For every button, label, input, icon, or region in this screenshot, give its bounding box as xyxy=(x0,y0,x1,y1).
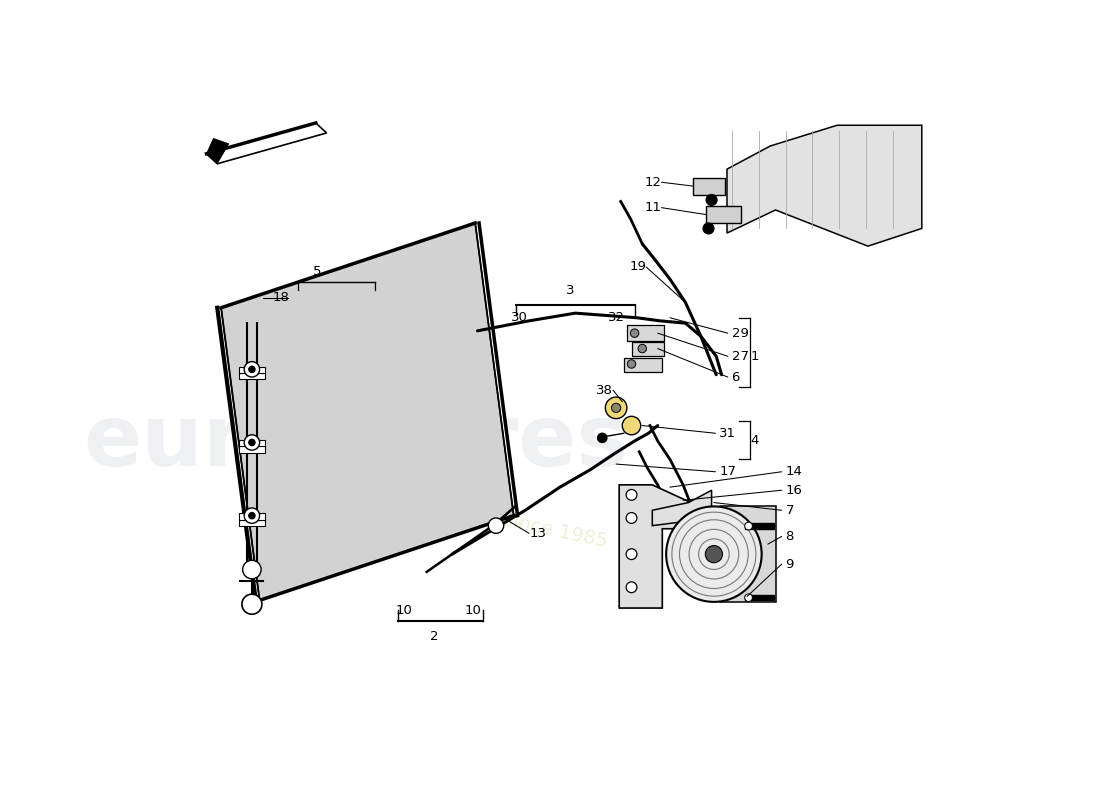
Polygon shape xyxy=(619,485,691,608)
Circle shape xyxy=(244,435,260,450)
Bar xyxy=(720,506,775,602)
Circle shape xyxy=(626,490,637,500)
Text: 29: 29 xyxy=(732,326,748,340)
Bar xyxy=(239,519,265,526)
Text: 4: 4 xyxy=(750,434,759,447)
Text: eurospares: eurospares xyxy=(84,401,628,484)
Text: 32: 32 xyxy=(607,311,625,324)
Bar xyxy=(239,367,265,373)
Circle shape xyxy=(626,549,637,559)
Text: 19: 19 xyxy=(629,261,646,274)
Text: 13: 13 xyxy=(529,527,546,540)
Circle shape xyxy=(638,344,647,353)
Circle shape xyxy=(249,513,255,518)
Circle shape xyxy=(745,522,752,530)
Polygon shape xyxy=(727,126,922,246)
Text: 17: 17 xyxy=(719,466,736,478)
Text: 18: 18 xyxy=(273,291,289,304)
Circle shape xyxy=(244,508,260,523)
Circle shape xyxy=(705,546,723,562)
Text: 11: 11 xyxy=(645,201,661,214)
Text: 2: 2 xyxy=(430,630,439,643)
Circle shape xyxy=(706,194,717,206)
Bar xyxy=(239,373,265,379)
Polygon shape xyxy=(652,490,712,526)
Bar xyxy=(239,446,265,453)
Circle shape xyxy=(605,397,627,418)
Polygon shape xyxy=(207,123,327,164)
Bar xyxy=(631,342,664,356)
Circle shape xyxy=(667,506,761,602)
Circle shape xyxy=(244,362,260,377)
Circle shape xyxy=(488,518,504,534)
Bar xyxy=(239,514,265,519)
Text: 31: 31 xyxy=(719,426,736,440)
Text: 1: 1 xyxy=(750,350,759,362)
Bar xyxy=(745,523,774,529)
Circle shape xyxy=(703,223,714,234)
Text: 10: 10 xyxy=(395,604,412,617)
Bar xyxy=(706,206,740,223)
Text: a passion for parts since 1985: a passion for parts since 1985 xyxy=(318,472,609,552)
Bar xyxy=(693,178,726,194)
Circle shape xyxy=(242,594,262,614)
Bar xyxy=(745,595,774,600)
Text: 12: 12 xyxy=(645,176,661,189)
Text: 3: 3 xyxy=(565,283,574,297)
Text: 14: 14 xyxy=(785,466,802,478)
Polygon shape xyxy=(207,138,229,164)
Text: 6: 6 xyxy=(732,370,740,383)
Text: 30: 30 xyxy=(510,311,528,324)
Polygon shape xyxy=(221,223,514,600)
Circle shape xyxy=(745,594,752,602)
Text: 27: 27 xyxy=(732,350,749,362)
Circle shape xyxy=(243,560,261,578)
Circle shape xyxy=(627,360,636,368)
Circle shape xyxy=(626,582,637,593)
Text: 38: 38 xyxy=(596,384,613,397)
Circle shape xyxy=(249,366,255,373)
Bar xyxy=(239,440,265,446)
Circle shape xyxy=(626,513,637,523)
Text: 9: 9 xyxy=(785,558,794,570)
Text: 5: 5 xyxy=(314,265,321,278)
Bar xyxy=(624,358,662,372)
Circle shape xyxy=(249,439,255,446)
Circle shape xyxy=(597,434,607,442)
Circle shape xyxy=(630,329,639,338)
Text: 7: 7 xyxy=(785,504,794,517)
Text: 8: 8 xyxy=(785,530,794,543)
Circle shape xyxy=(623,416,640,435)
Text: 10: 10 xyxy=(464,604,482,617)
Text: 16: 16 xyxy=(785,484,802,497)
Bar xyxy=(627,326,664,341)
Circle shape xyxy=(612,403,620,413)
